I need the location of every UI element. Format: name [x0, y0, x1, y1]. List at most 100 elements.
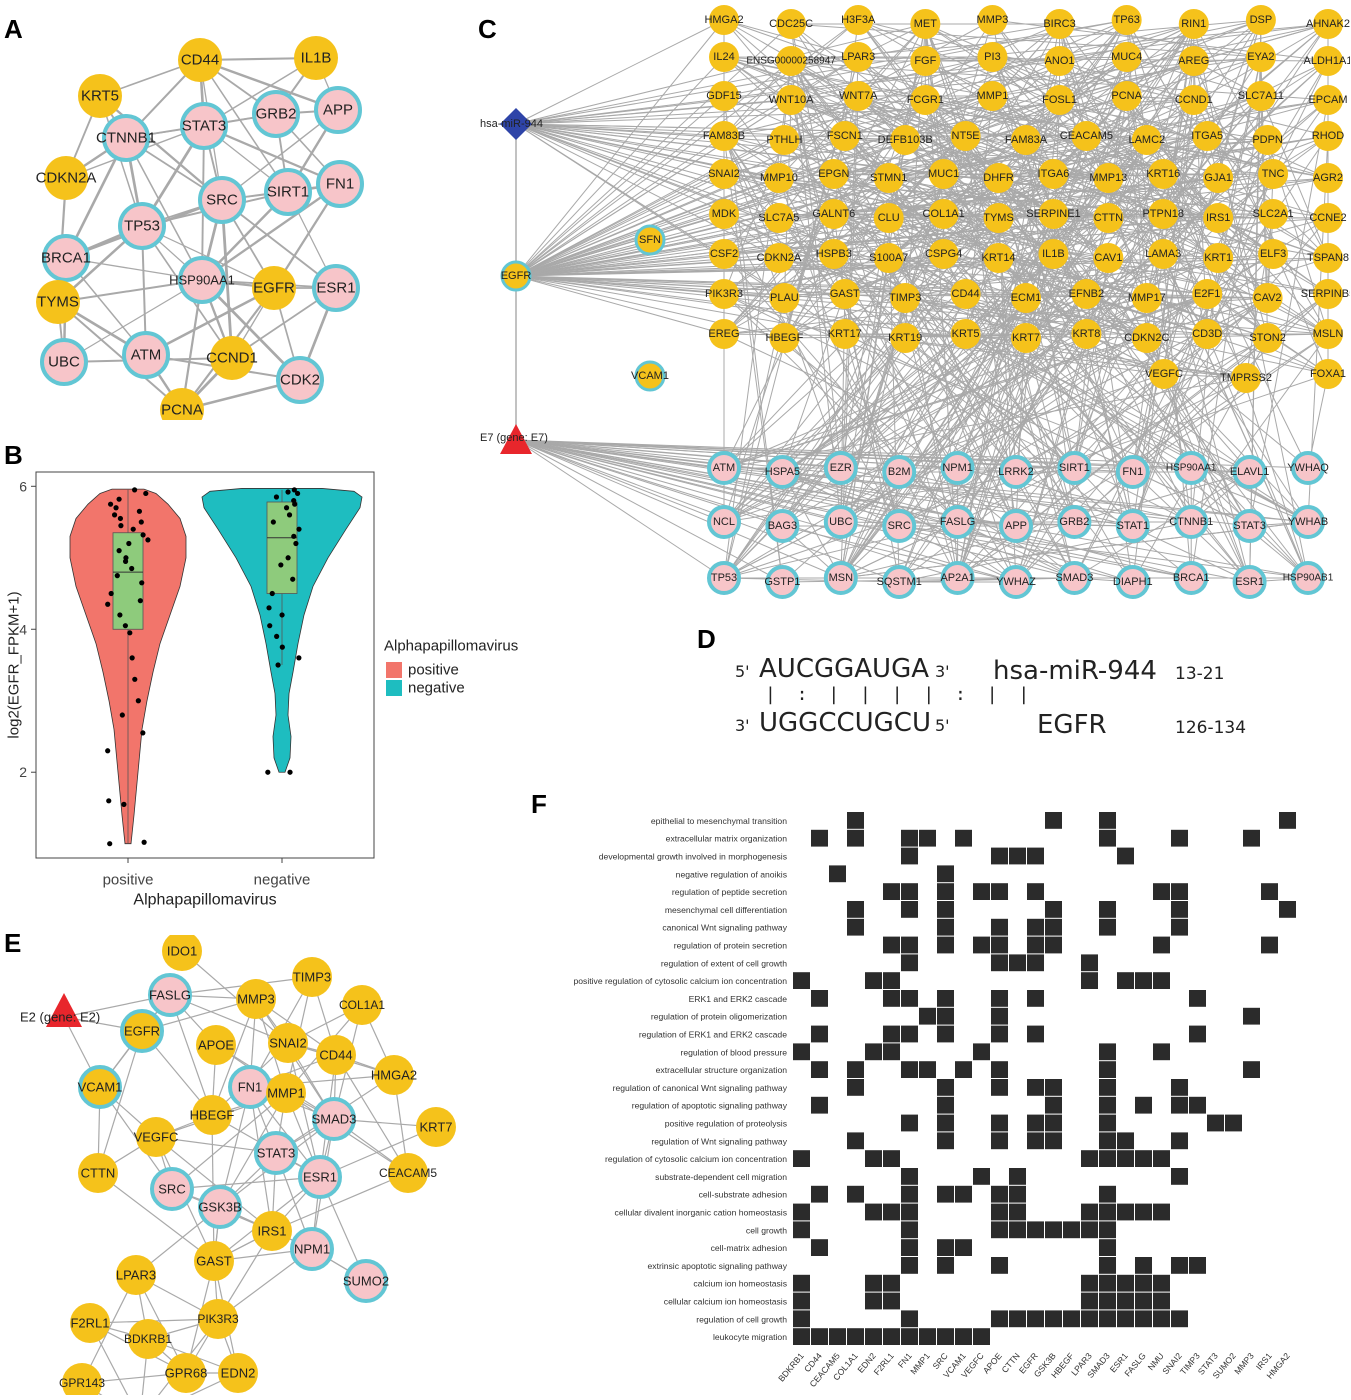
network-c-node-circle [882, 455, 917, 489]
network-a-node-circle [312, 264, 360, 312]
heatmap-row-label: regulation of Wnt signaling pathway [651, 1136, 787, 1146]
network-a-node-circle [294, 36, 338, 80]
network-c-node-label: AP2A1 [940, 572, 974, 584]
network-e-node-pik3r3: PIK3R3 [197, 1299, 239, 1339]
network-e-node-vcam1: VCAM1 [78, 1065, 122, 1109]
heatmap-row-label: extrinsic apoptotic signaling pathway [648, 1261, 788, 1271]
network-c-node-circle [1093, 163, 1124, 193]
network-c-node-krt19: KRT19 [888, 323, 922, 353]
network-c-edge [515, 439, 1133, 527]
heatmap-cell [937, 1079, 954, 1096]
network-c-node-stmn1: STMN1 [870, 163, 907, 193]
heatmap-cell [991, 1185, 1008, 1203]
network-c-edge [998, 60, 1329, 219]
network-c-edge [1162, 173, 1208, 335]
heatmap-cell [937, 918, 954, 936]
network-c-edge [1015, 253, 1274, 527]
network-e-node-circle [192, 1095, 232, 1135]
network-a-node-ctnnb1: CTNNB1 [96, 114, 156, 162]
heatmap-row-label: calcium ion homeostasis [693, 1279, 787, 1289]
network-c-node-b2m: B2M [882, 455, 917, 489]
network-a-node-sirt1: SIRT1 [264, 168, 312, 216]
network-e-edge [335, 1054, 409, 1174]
network-c-edge [515, 19, 1127, 125]
heatmap-cell [901, 1257, 918, 1274]
network-c-node-label: MSLN [1313, 328, 1344, 340]
network-c-node-circle [1313, 121, 1343, 151]
heatmap-cell [793, 1043, 810, 1061]
network-e-node-circle [342, 985, 382, 1025]
network-c-node-circle [818, 199, 849, 229]
network-c-node-circle [1313, 163, 1343, 193]
network-c-node-timp3: TIMP3 [889, 283, 921, 313]
network-c-node-label: AGR2 [1313, 172, 1343, 184]
heatmap-row-label: cellular divalent inorganic cation homeo… [615, 1208, 787, 1218]
heatmap-cell [937, 1025, 954, 1043]
network-c-node-circle [1148, 199, 1179, 229]
network-c-node-circle [882, 565, 917, 599]
network-c-node-fgf: FGF [910, 46, 941, 76]
network-c-edge [1025, 213, 1054, 339]
network-c-node-label: KRT5 [952, 328, 980, 340]
heatmap-cell [883, 1274, 900, 1292]
network-c-edge [515, 275, 1087, 335]
network-c-node-circle [1131, 323, 1162, 353]
heatmap-cell [937, 936, 954, 954]
network-c-node-snai2: SNAI2 [708, 159, 740, 189]
network-c-node-label: PTHLH [766, 134, 802, 146]
network-c-node-dhfr: DHFR [983, 163, 1014, 193]
network-e-node-gpr68: GPR68 [165, 1353, 207, 1393]
network-e-node-gast: GAST [194, 1241, 234, 1281]
heatmap-cell [1027, 936, 1044, 954]
network-c-node-label: SLC7A5 [758, 212, 799, 224]
heatmap-row-label: positive regulation of proteolysis [665, 1119, 787, 1129]
network-c-node-label: VCAM1 [631, 370, 669, 382]
heatmap-row-label: leukocyte migration [713, 1332, 787, 1342]
network-c-node-defb103b: DEFB103B [878, 125, 933, 155]
heatmap-cell [847, 829, 864, 847]
network-c-node-efnb2: EFNB2 [1069, 279, 1104, 309]
heatmap-cell [811, 1025, 828, 1043]
mirna-label: hsa-miR-944 [480, 118, 543, 130]
violin-point-positive [139, 580, 145, 586]
network-c-node-label: KRT1 [1204, 252, 1232, 264]
network-c-node-label: GAST [830, 288, 860, 300]
heatmap-cell [793, 1203, 810, 1221]
heatmap-cell [1045, 1096, 1062, 1114]
heatmap-cell [1189, 990, 1206, 1007]
network-c-edge [957, 467, 1192, 523]
mirna-position: 13-21 [1175, 664, 1225, 684]
network-a-node-ubc: UBC [40, 338, 88, 386]
network-e-node-label: SUMO2 [343, 1274, 389, 1289]
network-c-node-circle [769, 125, 800, 155]
network-e-node-lpar3: LPAR3 [116, 1255, 156, 1295]
heatmap-cell [1045, 1079, 1062, 1096]
network-c-node-circle [1313, 319, 1343, 349]
network-c-node-circle [1071, 319, 1102, 349]
mirna-sequence: AUCGGAUGA [759, 654, 930, 684]
heatmap-cell [883, 936, 900, 954]
network-a-node-label: ESR1 [316, 280, 355, 297]
heatmap-cell [1117, 1150, 1134, 1167]
heatmap-cell [847, 1132, 864, 1150]
network-c-node-circle [823, 561, 858, 595]
virus-label: E2 (gene: E2) [20, 1010, 100, 1025]
network-c-node-label: COL1A1 [923, 208, 965, 220]
heatmap-cell [1027, 1221, 1044, 1239]
violin-point-positive [107, 841, 113, 847]
violin-point-negative [287, 769, 293, 775]
network-c-node-circle [1313, 9, 1343, 39]
mirna-3-prime: 3' [935, 662, 950, 681]
network-c-edge [1267, 173, 1274, 299]
heatmap-cell [847, 812, 864, 829]
network-c-node-circle [1071, 279, 1102, 309]
heatmap-cell [1117, 847, 1134, 865]
network-c-node-ptpn18: PTPN18 [1142, 199, 1184, 229]
network-c-node-label: EYA2 [1247, 51, 1274, 63]
network-c-node-label: FGF [914, 55, 936, 67]
network-c-node-label: CAV2 [1254, 292, 1282, 304]
network-a-node-ccnd1: CCND1 [206, 336, 258, 380]
network-e-node-smad3: SMAD3 [312, 1097, 356, 1141]
violin-point-positive [131, 487, 138, 493]
network-a-node-label: TYMS [37, 294, 79, 311]
